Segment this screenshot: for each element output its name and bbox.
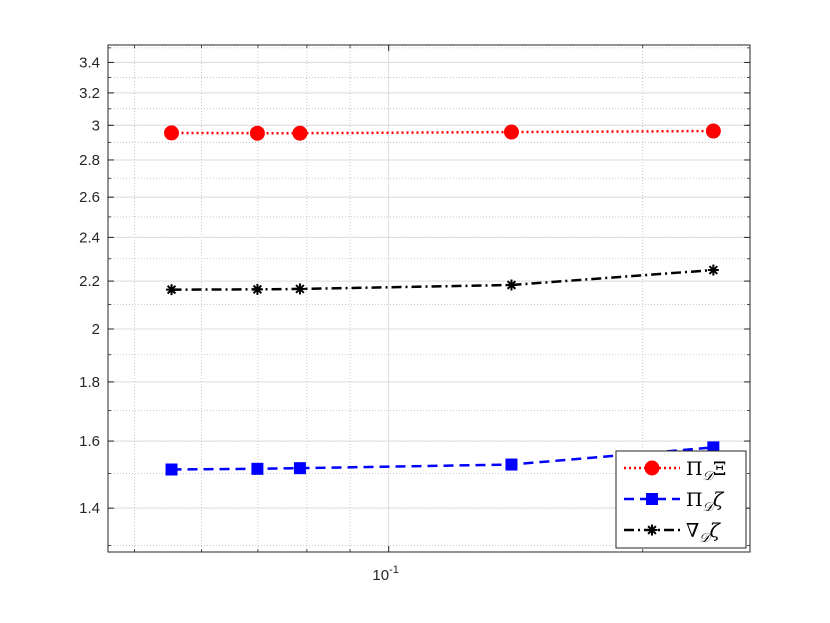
y-tick-label: 3.2 (79, 85, 100, 102)
y-tick-label: 1.4 (79, 500, 100, 517)
y-tick-label: 2.2 (79, 273, 100, 290)
plot-frame (107, 44, 751, 553)
y-tick-label: 3.4 (79, 54, 100, 71)
y-tick-label: 1.6 (79, 433, 100, 450)
legend-item: Π𝒟Ξ (624, 458, 726, 484)
data-point (294, 283, 306, 295)
legend-item: Π𝒟ζ (624, 489, 725, 515)
data-point (292, 125, 308, 141)
data-point (707, 264, 719, 276)
data-point (251, 462, 264, 475)
legend-item: ∇𝒟ζ (624, 520, 722, 546)
legend-label: ∇𝒟ζ (686, 520, 722, 546)
legend-label: Π𝒟Ξ (686, 458, 726, 484)
data-point (503, 124, 519, 140)
data-point (166, 284, 178, 296)
data-point (705, 123, 721, 139)
legend: Π𝒟Ξ Π𝒟ζ ∇𝒟ζ (615, 450, 747, 549)
data-point (164, 125, 180, 141)
plot-series (164, 123, 721, 476)
legend-marker (644, 460, 660, 476)
y-tick-label: 2.6 (79, 189, 100, 206)
legend-box (615, 450, 747, 549)
series-1 (165, 441, 720, 476)
legend-marker (646, 524, 658, 536)
data-point (165, 463, 178, 476)
data-point (505, 279, 517, 291)
y-tick-label: 2.4 (79, 229, 100, 246)
legend-label: Π𝒟ζ (686, 489, 725, 515)
series-2 (166, 264, 719, 296)
series-0 (164, 123, 721, 141)
data-point (293, 462, 306, 475)
y-tick-label: 3 (92, 117, 100, 134)
data-point (505, 458, 518, 471)
y-tick-label: 1.8 (79, 374, 100, 391)
y-tick-label: 2.8 (79, 152, 100, 169)
y-tick-label: 2 (92, 321, 100, 338)
y-axis: 1.4 1.6 1.8 2 2.2 2.4 2.6 2.8 3 3.2 3.4 (79, 47, 750, 546)
data-point (251, 283, 263, 295)
legend-marker (646, 493, 658, 505)
data-point (249, 125, 265, 141)
